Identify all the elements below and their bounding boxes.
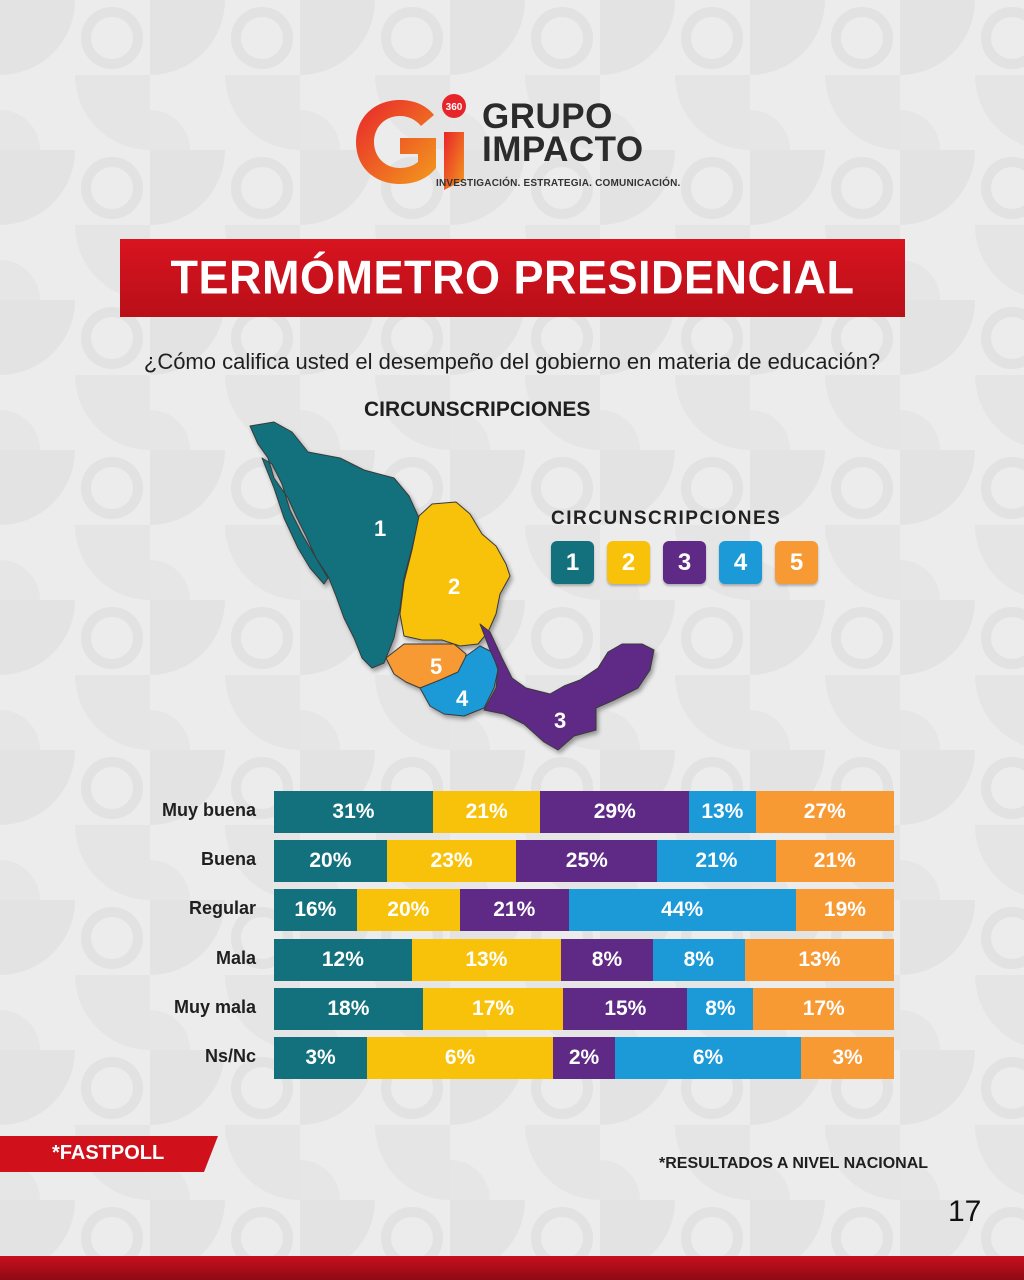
- map-label-1: 1: [374, 516, 386, 541]
- bar-segment: 8%: [687, 987, 754, 1030]
- bar-segment: 17%: [753, 987, 894, 1030]
- bar-segment: 23%: [386, 840, 517, 883]
- bar-segment: 19%: [795, 889, 894, 932]
- map-label-5: 5: [430, 654, 442, 679]
- grupo-impacto-logo: 360: [356, 94, 466, 190]
- logo-line2: IMPACTO: [482, 130, 644, 169]
- bar-segment: 8%: [652, 938, 745, 981]
- map-label-2: 2: [448, 574, 460, 599]
- bar-segment: 6%: [367, 1037, 553, 1079]
- bar-segment: 3%: [801, 1037, 894, 1079]
- row-label: Muy mala: [173, 996, 256, 1017]
- row-label: Buena: [200, 849, 256, 870]
- bar-segment: 15%: [563, 987, 688, 1030]
- bar-segment: 29%: [540, 791, 690, 833]
- footnote: *RESULTADOS A NIVEL NACIONAL: [659, 1155, 929, 1172]
- bar-segment: 2%: [553, 1037, 615, 1079]
- bar-segment: 13%: [744, 938, 894, 981]
- bar-segment: 44%: [568, 889, 796, 932]
- bar-segment: 25%: [516, 840, 658, 883]
- map-region-2: [399, 501, 511, 647]
- legend-chip-1: 1: [551, 541, 594, 584]
- bar-segment: 8%: [561, 938, 653, 981]
- bottom-bar: [0, 1256, 1024, 1280]
- row-label: Mala: [215, 947, 256, 968]
- bar-segment: 21%: [460, 889, 569, 932]
- bar-segment: 27%: [755, 791, 894, 833]
- bar-segment: 17%: [422, 987, 564, 1030]
- legend-chip-4: 4: [719, 541, 762, 584]
- map-region-3: [479, 623, 655, 751]
- bar-segment: 31%: [274, 791, 433, 833]
- mexico-map: 1 2 3 4 5: [249, 421, 655, 751]
- bar-segment: 3%: [274, 1037, 367, 1079]
- map-label-3: 3: [554, 708, 566, 733]
- legend-chip-5: 5: [775, 541, 818, 584]
- bar-segment: 21%: [657, 840, 776, 883]
- bar-segment: 20%: [274, 840, 387, 883]
- map-label-4: 4: [456, 686, 469, 711]
- fastpoll-tag: [0, 1136, 218, 1172]
- bar-segment: 21%: [432, 791, 541, 833]
- bar-segment: 13%: [689, 791, 756, 833]
- bar-segment: 16%: [274, 889, 357, 932]
- legend-chip-3: 3: [663, 541, 706, 584]
- logo-tagline: INVESTIGACIÓN. ESTRATEGIA. COMUNICACIÓN.: [436, 178, 681, 189]
- bar-segment: 13%: [411, 938, 562, 981]
- legend-chip-2: 2: [607, 541, 650, 584]
- map-subtitle: CIRCUNSCRIPCIONES: [364, 398, 591, 421]
- bar-segment: 6%: [615, 1037, 801, 1079]
- bar-segment: 18%: [274, 987, 423, 1030]
- bar-segment: 21%: [775, 840, 894, 883]
- title-banner: TERMÓMETRO PRESIDENCIAL: [120, 239, 905, 317]
- map-region-1: [249, 421, 420, 669]
- row-label: Muy buena: [161, 800, 256, 820]
- legend-title: CIRCUNSCRIPCIONES: [551, 508, 782, 529]
- page-number: 17: [948, 1195, 982, 1228]
- logo-wordmark: GRUPO IMPACTO: [482, 97, 644, 169]
- bar-segment: 20%: [356, 889, 460, 932]
- page-title: TERMÓMETRO PRESIDENCIAL: [170, 250, 855, 305]
- logo-badge: 360: [446, 102, 463, 113]
- survey-question: ¿Cómo califica usted el desempeño del go…: [143, 349, 881, 374]
- row-label: Ns/Nc: [204, 1046, 256, 1066]
- bar-segment: 12%: [274, 938, 412, 981]
- logo-line1: GRUPO: [482, 97, 613, 136]
- row-label: Regular: [188, 898, 256, 919]
